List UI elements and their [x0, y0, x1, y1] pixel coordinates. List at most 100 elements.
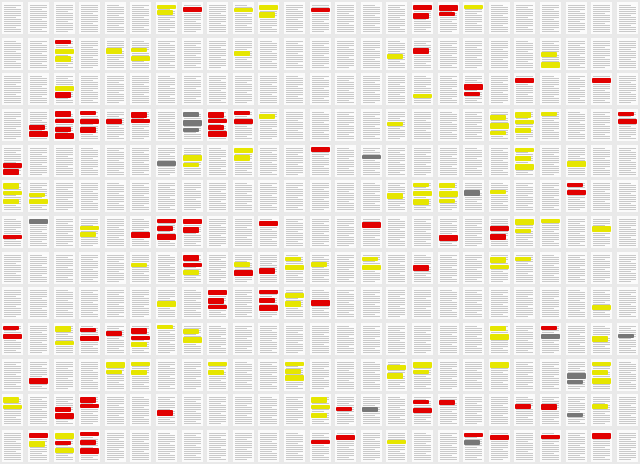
page-thumbnail[interactable] — [284, 394, 305, 426]
page-thumbnail[interactable] — [591, 359, 612, 391]
page-thumbnail[interactable] — [310, 38, 331, 70]
page-thumbnail[interactable] — [412, 109, 433, 141]
page-thumbnail[interactable] — [386, 216, 407, 248]
page-thumbnail[interactable] — [79, 252, 100, 284]
page-thumbnail[interactable] — [591, 252, 612, 284]
page-thumbnail[interactable] — [489, 145, 510, 177]
page-thumbnail[interactable] — [156, 109, 177, 141]
page-thumbnail[interactable] — [258, 359, 279, 391]
page-thumbnail[interactable] — [284, 180, 305, 212]
page-thumbnail[interactable] — [79, 180, 100, 212]
page-thumbnail[interactable] — [489, 38, 510, 70]
page-thumbnail[interactable] — [514, 323, 535, 355]
page-thumbnail[interactable] — [258, 109, 279, 141]
page-thumbnail[interactable] — [130, 145, 151, 177]
page-thumbnail[interactable] — [617, 216, 638, 248]
page-thumbnail[interactable] — [591, 180, 612, 212]
page-thumbnail[interactable] — [617, 38, 638, 70]
page-thumbnail[interactable] — [489, 73, 510, 105]
page-thumbnail[interactable] — [361, 73, 382, 105]
page-thumbnail[interactable] — [2, 38, 23, 70]
page-thumbnail[interactable] — [361, 38, 382, 70]
page-thumbnail[interactable] — [156, 359, 177, 391]
page-thumbnail[interactable] — [130, 287, 151, 319]
page-thumbnail[interactable] — [438, 323, 459, 355]
page-thumbnail[interactable] — [463, 394, 484, 426]
page-thumbnail[interactable] — [463, 38, 484, 70]
page-thumbnail[interactable] — [28, 180, 49, 212]
page-thumbnail[interactable] — [463, 252, 484, 284]
page-thumbnail[interactable] — [105, 180, 126, 212]
page-thumbnail[interactable] — [79, 287, 100, 319]
page-thumbnail[interactable] — [514, 394, 535, 426]
page-thumbnail[interactable] — [79, 430, 100, 462]
page-thumbnail[interactable] — [540, 252, 561, 284]
page-thumbnail[interactable] — [182, 109, 203, 141]
page-thumbnail[interactable] — [28, 430, 49, 462]
page-thumbnail[interactable] — [438, 109, 459, 141]
page-thumbnail[interactable] — [514, 252, 535, 284]
page-thumbnail[interactable] — [182, 38, 203, 70]
page-thumbnail[interactable] — [412, 287, 433, 319]
page-thumbnail[interactable] — [438, 430, 459, 462]
page-thumbnail[interactable] — [463, 180, 484, 212]
page-thumbnail[interactable] — [438, 359, 459, 391]
page-thumbnail[interactable] — [438, 73, 459, 105]
page-thumbnail[interactable] — [566, 38, 587, 70]
page-thumbnail[interactable] — [258, 252, 279, 284]
page-thumbnail[interactable] — [28, 145, 49, 177]
page-thumbnail[interactable] — [412, 430, 433, 462]
page-thumbnail[interactable] — [156, 216, 177, 248]
page-thumbnail[interactable] — [207, 109, 228, 141]
page-thumbnail[interactable] — [386, 109, 407, 141]
page-thumbnail[interactable] — [463, 73, 484, 105]
page-thumbnail[interactable] — [207, 359, 228, 391]
page-thumbnail[interactable] — [54, 109, 75, 141]
page-thumbnail[interactable] — [310, 109, 331, 141]
page-thumbnail[interactable] — [335, 145, 356, 177]
page-thumbnail[interactable] — [489, 252, 510, 284]
page-thumbnail[interactable] — [386, 287, 407, 319]
page-thumbnail[interactable] — [361, 252, 382, 284]
page-thumbnail[interactable] — [28, 323, 49, 355]
page-thumbnail[interactable] — [2, 323, 23, 355]
page-thumbnail[interactable] — [54, 73, 75, 105]
page-thumbnail[interactable] — [2, 359, 23, 391]
page-thumbnail[interactable] — [105, 323, 126, 355]
page-thumbnail[interactable] — [28, 216, 49, 248]
page-thumbnail[interactable] — [386, 38, 407, 70]
page-thumbnail[interactable] — [258, 430, 279, 462]
page-thumbnail[interactable] — [2, 73, 23, 105]
page-thumbnail[interactable] — [310, 430, 331, 462]
page-thumbnail[interactable] — [28, 73, 49, 105]
page-thumbnail[interactable] — [310, 145, 331, 177]
page-thumbnail[interactable] — [310, 359, 331, 391]
page-thumbnail[interactable] — [540, 180, 561, 212]
page-thumbnail[interactable] — [207, 430, 228, 462]
page-thumbnail[interactable] — [207, 73, 228, 105]
page-thumbnail[interactable] — [591, 323, 612, 355]
page-thumbnail[interactable] — [130, 252, 151, 284]
page-thumbnail[interactable] — [207, 2, 228, 34]
page-thumbnail[interactable] — [2, 394, 23, 426]
page-thumbnail[interactable] — [156, 38, 177, 70]
page-thumbnail[interactable] — [386, 2, 407, 34]
page-thumbnail[interactable] — [156, 323, 177, 355]
page-thumbnail[interactable] — [591, 38, 612, 70]
page-thumbnail[interactable] — [412, 252, 433, 284]
page-thumbnail[interactable] — [105, 252, 126, 284]
page-thumbnail[interactable] — [284, 430, 305, 462]
page-thumbnail[interactable] — [412, 359, 433, 391]
page-thumbnail[interactable] — [79, 394, 100, 426]
page-thumbnail[interactable] — [361, 145, 382, 177]
page-thumbnail[interactable] — [514, 2, 535, 34]
page-thumbnail[interactable] — [105, 73, 126, 105]
page-thumbnail[interactable] — [182, 73, 203, 105]
page-thumbnail[interactable] — [566, 109, 587, 141]
page-thumbnail[interactable] — [233, 287, 254, 319]
page-thumbnail[interactable] — [2, 216, 23, 248]
page-thumbnail[interactable] — [130, 38, 151, 70]
page-thumbnail[interactable] — [617, 73, 638, 105]
page-thumbnail[interactable] — [335, 216, 356, 248]
page-thumbnail[interactable] — [463, 287, 484, 319]
